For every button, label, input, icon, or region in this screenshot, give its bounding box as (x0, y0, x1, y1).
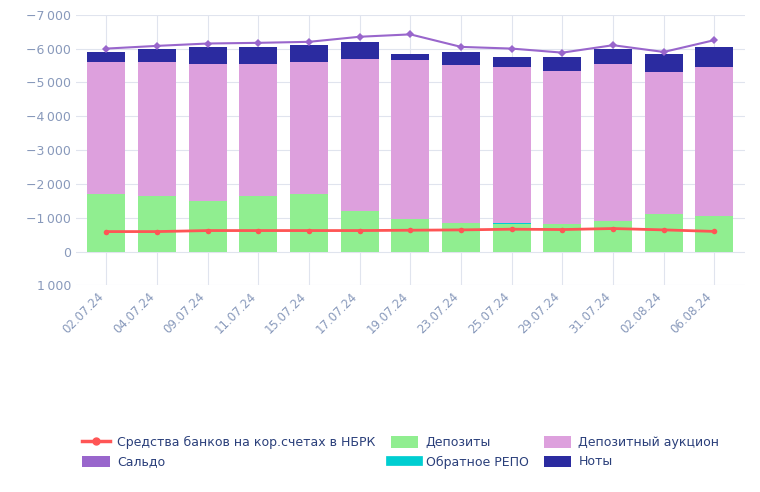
Bar (188, 47, 226, 64)
Bar (543, 70, 581, 224)
Bar (695, 47, 733, 67)
Bar (239, 64, 277, 196)
Bar (239, 47, 277, 64)
Bar (442, 223, 480, 251)
Bar (492, 223, 530, 224)
Bar (87, 194, 125, 251)
Bar (391, 61, 429, 219)
Bar (492, 57, 530, 67)
Bar (340, 211, 378, 251)
Bar (644, 215, 682, 251)
Bar (138, 196, 176, 251)
Bar (442, 65, 480, 223)
Bar (492, 67, 530, 223)
Legend: Средства банков на кор.счетах в НБРК, Сальдо, Депозиты, Обратное РЕПО, Депозитны: Средства банков на кор.счетах в НБРК, Са… (82, 436, 720, 468)
Bar (391, 54, 429, 61)
Bar (644, 54, 682, 72)
Bar (290, 45, 328, 62)
Bar (644, 72, 682, 215)
Bar (594, 221, 632, 251)
Bar (695, 216, 733, 251)
Bar (239, 196, 277, 251)
Bar (340, 59, 378, 211)
Bar (543, 57, 581, 70)
Bar (188, 201, 226, 251)
Bar (138, 62, 176, 196)
Bar (543, 224, 581, 251)
Bar (340, 42, 378, 59)
Bar (290, 62, 328, 194)
Bar (442, 52, 480, 65)
Bar (594, 64, 632, 221)
Bar (138, 49, 176, 62)
Bar (87, 52, 125, 62)
Bar (391, 219, 429, 251)
Bar (188, 64, 226, 201)
Bar (87, 62, 125, 194)
Bar (492, 224, 530, 251)
Bar (290, 194, 328, 251)
Bar (594, 49, 632, 64)
Bar (695, 67, 733, 216)
